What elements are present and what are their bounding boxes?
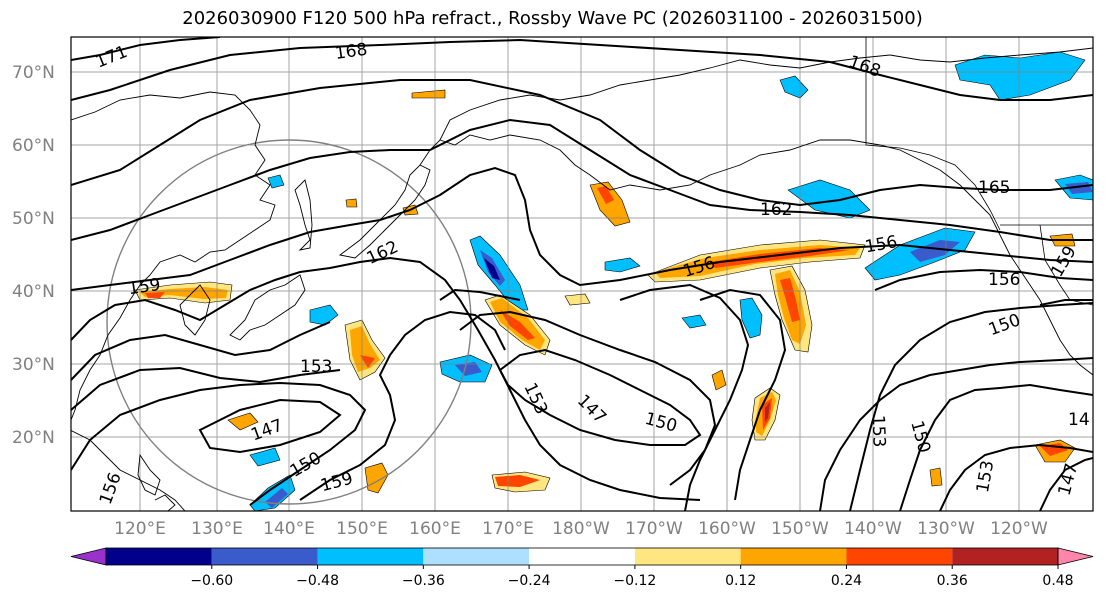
colorbar-tick-label: 0.24 [831, 573, 862, 589]
contour-label: 153 [868, 415, 889, 448]
latitude-labels: 70°N 60°N 50°N 40°N 30°N 20°N [12, 63, 55, 448]
colorbar-border [105, 547, 1059, 566]
lat-label: 30°N [12, 355, 55, 375]
colorbar-tick-label: −0.60 [190, 573, 233, 589]
colorbar-extend-low [70, 547, 107, 566]
contour-label: 159 [127, 275, 162, 299]
shade-patch [500, 310, 535, 340]
lon-label: 160°E [409, 519, 461, 539]
lon-label: 120°E [114, 519, 166, 539]
lon-label: 170°W [625, 519, 683, 539]
colorbar-segment [211, 548, 318, 565]
contour-label: 162 [760, 200, 792, 220]
shade-patch [779, 75, 809, 99]
boundaries [865, 37, 1093, 306]
lon-label: 150°W [771, 519, 829, 539]
shade-patch [484, 258, 500, 280]
colorbar: −0.60 −0.48 −0.36 −0.24 −0.12 0.12 0.24 0.36 0.4… [70, 547, 1094, 589]
lon-label: 130°W [917, 519, 975, 539]
colorbar-extend-high [1057, 547, 1094, 566]
colorbar-segment [740, 548, 847, 565]
lat-label: 40°N [12, 282, 55, 302]
colorbar-tick-label: −0.36 [402, 573, 445, 589]
shade-patch [711, 369, 727, 391]
lon-label: 170°E [482, 519, 534, 539]
shade-patch [910, 240, 960, 262]
shade-patch [249, 447, 281, 467]
shade-patch [140, 287, 228, 299]
colorbar-tick-label: 0.36 [937, 573, 968, 589]
shade-patch [345, 198, 358, 208]
shade-patch [681, 314, 707, 329]
contour-label: 165 [978, 178, 1010, 198]
contour-label: 156 [988, 270, 1020, 290]
colorbar-segment [317, 548, 424, 565]
lon-label: 140°E [263, 519, 315, 539]
shade-patch [710, 248, 850, 268]
colorbar-tick-label: −0.48 [296, 573, 339, 589]
shade-patch [455, 362, 482, 376]
shade-patch [227, 412, 259, 431]
colorbar-segment [952, 548, 1058, 565]
shade-patch [360, 355, 375, 368]
lon-label: 160°W [698, 519, 756, 539]
map-background [71, 37, 1093, 511]
longitude-labels: 120°E 130°E 140°E 150°E 160°E 170°E 180°… [114, 519, 1048, 539]
shade-patch [309, 304, 339, 326]
contour-label: 168 [334, 40, 369, 64]
lat-label: 20°N [12, 428, 55, 448]
shade-patch [267, 174, 285, 189]
colorbar-segment [634, 548, 741, 565]
colorbar-tick-label: 0.48 [1042, 573, 1073, 589]
lon-label: 150°E [336, 519, 388, 539]
shade-patch [765, 402, 770, 422]
contour-label: 153 [300, 357, 332, 377]
shade-patch [954, 51, 1086, 101]
coastlines [71, 47, 1093, 511]
shade-patch [787, 179, 871, 219]
lat-label: 50°N [12, 209, 55, 229]
shade-patch [411, 89, 446, 99]
lon-label: 140°W [844, 519, 902, 539]
colorbar-segment [106, 548, 212, 565]
colorbar-segment [846, 548, 953, 565]
colorbar-segment [529, 548, 635, 565]
colorbar-segment [423, 548, 530, 565]
shade-patch [604, 257, 641, 273]
colorbar-tick-label: −0.24 [508, 573, 551, 589]
map-title: 2026030900 F120 500 hPa refract., Rossby… [182, 8, 923, 29]
shade-patch [780, 278, 800, 322]
lat-label: 60°N [12, 136, 55, 156]
lon-label: 180°W [552, 519, 610, 539]
lon-label: 120°W [990, 519, 1048, 539]
shade-patch [597, 186, 614, 204]
shade-patch [929, 467, 943, 487]
shade-patch [564, 293, 591, 306]
contour-label: 14 [1068, 410, 1090, 430]
lat-label: 70°N [12, 63, 55, 83]
contour-lines [71, 37, 1093, 511]
colorbar-tick-label: 0.12 [725, 573, 756, 589]
colorbar-tick-label: −0.12 [613, 573, 656, 589]
shade-patch [145, 292, 165, 298]
map-frame [70, 36, 1094, 512]
lon-label: 130°E [191, 519, 243, 539]
shade-patch [739, 297, 763, 339]
shade-patch [495, 475, 540, 487]
